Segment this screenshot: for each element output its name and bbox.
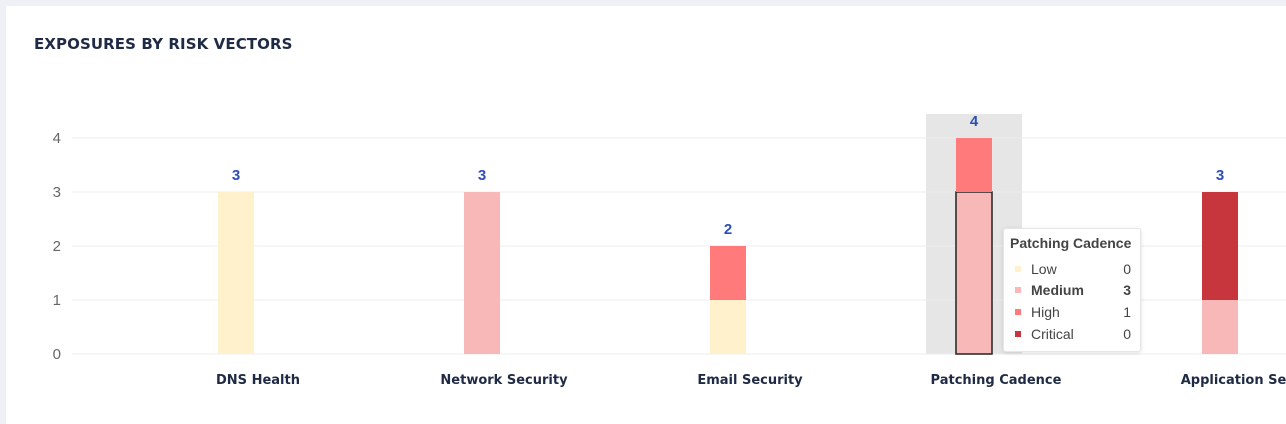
- bar-segment-high: [956, 138, 992, 192]
- tooltip-row-medium: Medium 3: [1015, 280, 1133, 300]
- x-category-label: Application Secu: [1181, 373, 1286, 388]
- legend-swatch-high: [1015, 309, 1021, 315]
- x-category-label: DNS Health: [216, 373, 300, 388]
- bar-total-label: 3: [478, 167, 486, 184]
- bar-total-label: 3: [232, 167, 240, 184]
- legend-swatch-critical: [1015, 331, 1021, 337]
- tooltip-row-label: Critical: [1031, 326, 1074, 342]
- bar-segment-high: [710, 246, 746, 300]
- tooltip-row-label: High: [1031, 304, 1060, 320]
- bar-segment-critical: [1202, 192, 1238, 300]
- bar-segment-low: [710, 300, 746, 354]
- bar-total-label: 3: [1216, 167, 1224, 184]
- tooltip-title: Patching Cadence: [1010, 235, 1132, 251]
- tooltip-row-high: High 1: [1015, 302, 1133, 322]
- y-tick-label: 0: [53, 346, 61, 363]
- tooltip-row-value: 1: [1123, 304, 1131, 320]
- legend-swatch-low: [1015, 266, 1021, 272]
- chart-tooltip: Patching Cadence Low 0 Medium 3 High 1 C…: [1003, 228, 1141, 352]
- y-tick-label: 2: [53, 238, 61, 255]
- tooltip-row-label: Low: [1031, 261, 1057, 277]
- tooltip-row-value: 3: [1123, 282, 1131, 298]
- bar-total-label: 4: [970, 113, 979, 130]
- bar-segment-medium: [955, 191, 993, 355]
- y-tick-label: 3: [53, 184, 61, 201]
- x-category-label: Email Security: [697, 373, 803, 388]
- chart-title: EXPOSURES BY RISK VECTORS: [34, 35, 293, 53]
- y-tick-label: 1: [53, 292, 61, 309]
- y-tick-label: 4: [53, 130, 61, 147]
- tooltip-row-label: Medium: [1031, 282, 1084, 298]
- bar-segment-medium: [1202, 300, 1238, 354]
- tooltip-row-value: 0: [1123, 326, 1131, 342]
- legend-swatch-medium: [1015, 287, 1021, 293]
- x-category-label: Patching Cadence: [931, 373, 1062, 388]
- tooltip-row-value: 0: [1123, 261, 1131, 277]
- tooltip-row-low: Low 0: [1015, 259, 1133, 279]
- tooltip-row-critical: Critical 0: [1015, 324, 1133, 344]
- bar-segment-medium: [464, 192, 500, 354]
- x-category-label: Network Security: [440, 373, 568, 388]
- bar-total-label: 2: [724, 221, 732, 238]
- bar-segment-low: [218, 192, 254, 354]
